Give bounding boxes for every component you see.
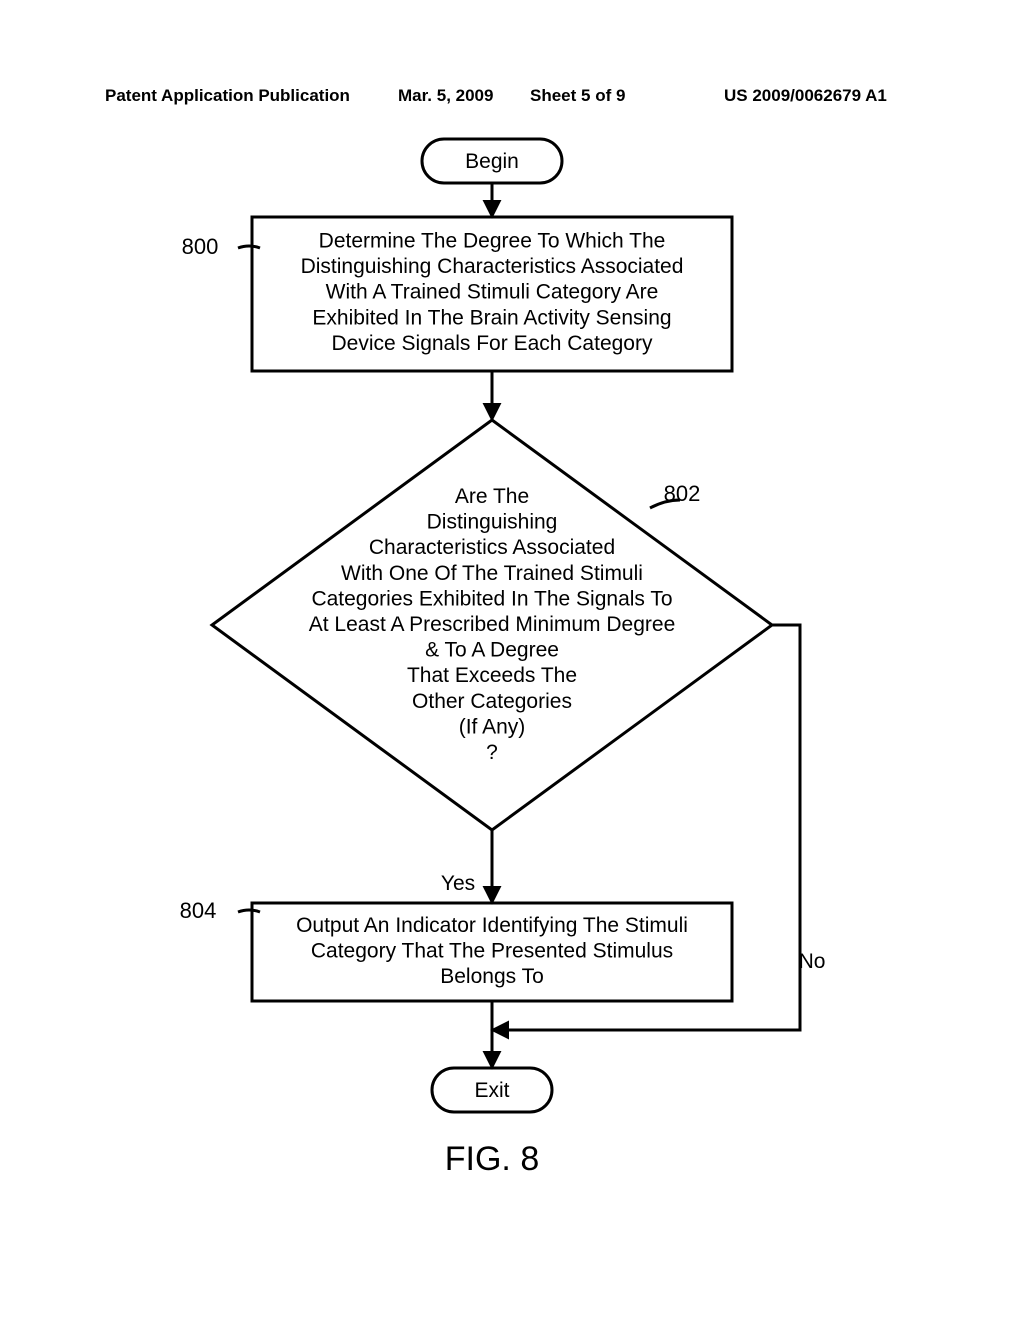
svg-text:Output An Indicator Identifyin: Output An Indicator Identifying The Stim… (296, 914, 688, 988)
svg-text:Begin: Begin (465, 150, 519, 173)
header-date: Mar. 5, 2009 (398, 86, 493, 106)
svg-text:No: No (799, 950, 826, 973)
svg-text:FIG. 8: FIG. 8 (445, 1140, 539, 1178)
flowchart-svg: Begin Determine The Degree To Which TheDi… (0, 0, 1024, 1320)
svg-text:Exit: Exit (474, 1079, 509, 1102)
header-pubno: US 2009/0062679 A1 (724, 86, 887, 106)
header-left: Patent Application Publication (105, 86, 350, 106)
svg-text:Are TheDistinguishingCharacter: Are TheDistinguishingCharacteristics Ass… (309, 485, 676, 764)
svg-text:800: 800 (182, 234, 219, 259)
svg-text:Yes: Yes (441, 872, 475, 895)
svg-text:804: 804 (180, 898, 217, 923)
header-sheet: Sheet 5 of 9 (530, 86, 625, 106)
svg-text:Determine The Degree To Which: Determine The Degree To Which TheDisting… (301, 230, 684, 355)
page: Patent Application Publication Mar. 5, 2… (0, 0, 1024, 1320)
